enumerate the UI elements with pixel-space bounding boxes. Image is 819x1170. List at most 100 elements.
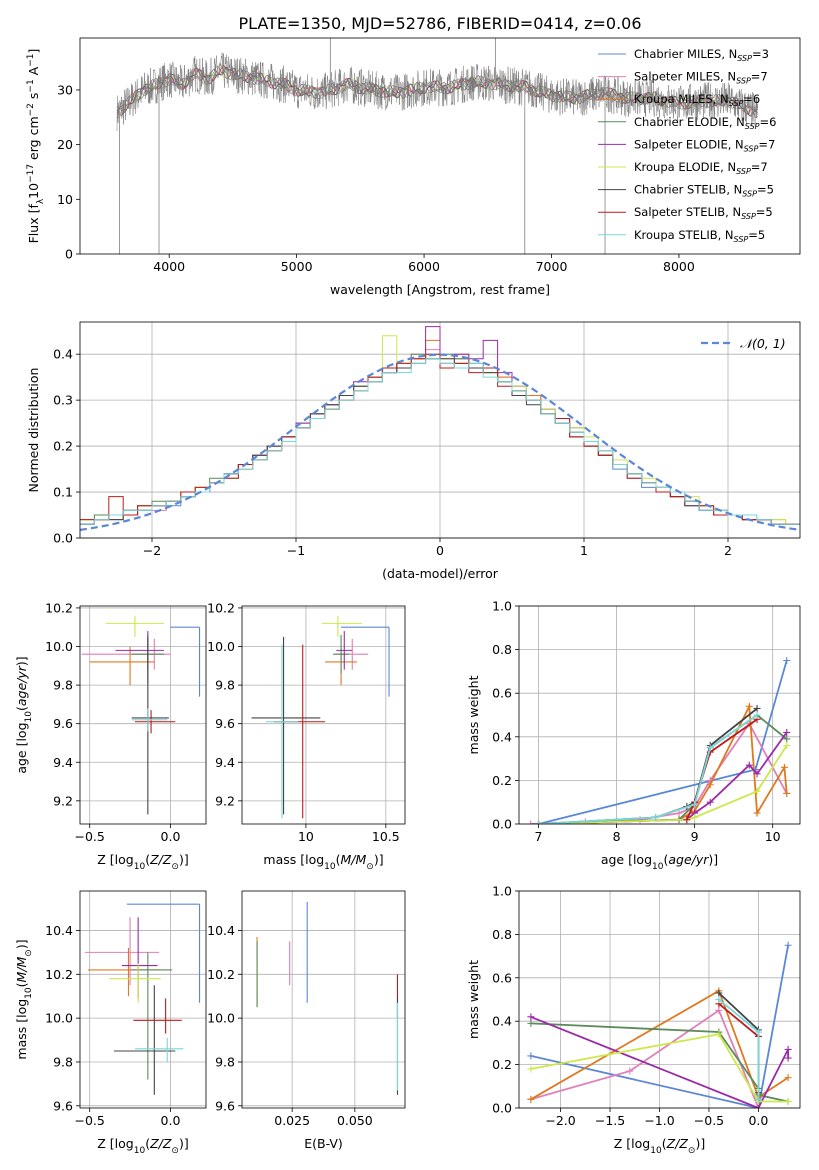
plus-marker <box>784 1045 792 1053</box>
errorbar-point <box>251 636 321 815</box>
y-tick-label: 30 <box>57 82 73 97</box>
x-tick-label: −0.5 <box>75 1113 105 1128</box>
y-tick-label: 9.2 <box>53 793 73 808</box>
plus-marker <box>754 1028 762 1036</box>
x-axis-label: E(B-V) <box>304 1136 343 1151</box>
y-tick-label: 10.4 <box>207 923 235 938</box>
legend-entry: Kroupa STELIB, NSSP=5 <box>634 228 765 244</box>
y-axis-label-group: mass [log10(M/M⊙)] <box>14 939 34 1059</box>
axes-frame <box>241 890 406 1109</box>
x-axis-label: mass [log10(M/M⊙)] <box>263 852 383 872</box>
panel-3: −0.5 0.0 9.2 9.4 9.6 9.8 10.0 10.2 Z [log10(Z/Z⊙… <box>14 600 207 872</box>
y-axis-label: mass weight <box>466 960 481 1039</box>
y-tick-label: 1.0 <box>492 884 512 899</box>
y-tick-label: 0.6 <box>492 970 512 985</box>
plus-marker <box>527 1065 535 1073</box>
y-tick-label: 10.0 <box>207 1011 235 1026</box>
y-tick-label: 0.8 <box>492 642 512 657</box>
plus-marker <box>754 1104 762 1108</box>
x-tick-label: 10 <box>298 829 314 844</box>
y-axis-label: mass [log10(M/M⊙)] <box>14 939 34 1059</box>
panel-8: −2.0 −1.5 −1.0 −0.5 0.0 0.0 0.2 0.4 0.6 0.8 1.0 Z [… <box>466 884 801 1156</box>
weight-line <box>718 1003 759 1038</box>
y-axis-label: Normed distribution <box>26 368 41 493</box>
x-tick-label: 7000 <box>536 259 568 274</box>
panel-7: 0.025 0.050 9.6 9.8 10.0 10.2 10.4 E(B-V) <box>207 890 406 1151</box>
error-points <box>256 901 399 1095</box>
weight-line <box>530 945 789 1108</box>
x-tick-label: −0.5 <box>694 1113 724 1128</box>
histogram-step <box>80 358 800 525</box>
legend-entry: Salpeter MILES, NSSP=7 <box>634 70 768 86</box>
y-tick-label: 0.4 <box>53 347 73 362</box>
plus-marker <box>784 941 792 949</box>
x-tick-label: 10 <box>765 829 781 844</box>
plus-marker <box>535 820 543 824</box>
legend-entry: Kroupa ELODIE, NSSP=7 <box>634 160 768 176</box>
plus-marker <box>683 816 691 824</box>
errorbar-point <box>341 626 390 697</box>
y-tick-label: 10.0 <box>45 1011 73 1026</box>
x-axis-label: Z [log10(Z/Z⊙)] <box>614 1136 705 1156</box>
plus-marker <box>527 1019 535 1027</box>
plus-marker <box>715 996 723 1003</box>
legend-entry: Kroupa MILES, NSSP=6 <box>634 92 760 108</box>
axes-frame <box>79 321 801 539</box>
y-tick-label: 9.8 <box>53 678 73 693</box>
y-tick-label: 9.6 <box>53 716 73 731</box>
y-tick-label: 9.8 <box>215 1054 235 1069</box>
y-tick-label: 10.0 <box>207 639 235 654</box>
legend: Chabrier MILES, NSSP=3 Salpeter MILES, NS… <box>598 47 776 244</box>
plus-marker <box>784 1054 792 1062</box>
axes-frame <box>79 890 207 1109</box>
x-tick-label: −2.0 <box>545 1113 575 1128</box>
y-axis-label: Flux [fλ10−17 erg cm−2 s−1 A−1] <box>26 49 46 244</box>
y-tick-label: 0.1 <box>53 485 73 500</box>
plus-marker <box>691 800 699 808</box>
plus-marker <box>780 763 788 771</box>
x-tick-label: 2 <box>724 543 732 558</box>
x-tick-label: 0.0 <box>161 1113 181 1128</box>
panel-4: 10 10.5 9.2 9.4 9.6 9.8 10.0 10.2 mass [log10(M/… <box>207 600 406 872</box>
weight-line <box>530 1033 789 1103</box>
errorbar-point <box>265 644 298 819</box>
errorbar-point <box>126 903 201 1003</box>
plus-marker <box>527 820 535 824</box>
spectrum-lines <box>116 38 759 254</box>
x-axis-label: wavelength [Angstrom, rest frame] <box>330 282 550 297</box>
errorbar-point <box>170 626 201 697</box>
panel-2: −2 −1 0 1 2 0.0 0.1 0.2 0.3 0.4 𝒩(0, 1) (data-model… <box>26 321 801 581</box>
errorbar-point <box>133 998 182 1034</box>
x-tick-label: 0 <box>436 543 444 558</box>
figure-title: PLATE=1350, MJD=52786, FIBERID=0414, z=0… <box>238 14 641 33</box>
gaussian-curve <box>80 353 800 531</box>
legend-entry: 𝒩(0, 1) <box>740 336 786 351</box>
errorbar-point <box>134 710 176 734</box>
plus-marker <box>675 809 683 817</box>
panel-5: 7 8 9 10 0.0 0.2 0.4 0.6 0.8 1.0 age [log10(age/yr… <box>466 599 801 872</box>
errorbar-point <box>109 963 161 1003</box>
axes-frame <box>241 605 406 825</box>
x-tick-label: 7 <box>535 829 543 844</box>
panel-1: 4000 5000 6000 7000 8000 0 10 20 30 Chabrier MILE… <box>26 37 801 297</box>
y-tick-label: 0.0 <box>492 817 512 832</box>
x-tick-label: 4000 <box>153 259 185 274</box>
weight-lines <box>527 657 791 824</box>
y-tick-label: 0 <box>65 247 73 262</box>
axes-frame <box>518 890 801 1109</box>
x-tick-label: −0.5 <box>75 829 105 844</box>
plus-marker <box>754 1095 762 1103</box>
axes-frame <box>518 605 801 825</box>
y-tick-label: 10.0 <box>45 639 73 654</box>
y-tick-label: 10 <box>57 192 73 207</box>
plus-marker <box>745 761 753 769</box>
y-tick-label: 10.2 <box>45 600 73 615</box>
plus-marker <box>784 1097 792 1105</box>
plus-marker <box>753 809 761 817</box>
plus-marker <box>706 781 714 789</box>
plus-marker <box>753 787 761 795</box>
y-tick-label: 10.2 <box>207 600 235 615</box>
x-axis-label: Z [log10(Z/Z⊙)] <box>97 1136 188 1156</box>
